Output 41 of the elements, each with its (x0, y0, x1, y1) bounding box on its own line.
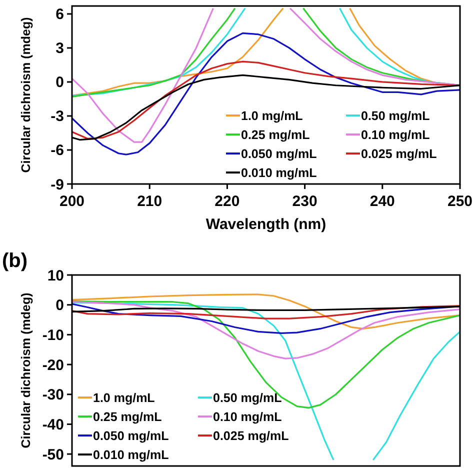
x-tick-label: 200 (59, 193, 85, 210)
legend-label: 0.10 mg/mL (361, 128, 430, 142)
y-tick-label: -3 (50, 108, 64, 126)
legend-label: 0.025 mg/mL (361, 146, 438, 161)
y-tick-label: 0 (56, 74, 64, 92)
y-tick-label: -40 (42, 416, 64, 434)
legend-label: 0.10 mg/mL (213, 410, 282, 424)
y-tick-label: -10 (42, 326, 64, 344)
y-axis-title: Circular dichroism (mdeg) (19, 292, 33, 448)
legend-label: 0.50 mg/mL (361, 108, 430, 123)
y-tick-label: -9 (50, 176, 64, 194)
legend-label: 0.25 mg/mL (93, 410, 162, 424)
x-tick-label: 240 (370, 193, 395, 210)
legend-label: 0.050 mg/mL (93, 428, 170, 443)
y-tick-label: 3 (56, 40, 64, 58)
y-tick-label: -30 (42, 386, 64, 404)
y-tick-label: -50 (42, 446, 64, 464)
x-axis-title: Wavelength (nm) (206, 216, 326, 233)
legend-label: 1.0 mg/mL (93, 390, 156, 405)
legend-label: 1.0 mg/mL (241, 108, 304, 123)
line-series (72, 304, 460, 320)
x-tick-label: 230 (292, 193, 318, 210)
legend-label: 0.010 mg/mL (93, 448, 170, 462)
line-series (72, 294, 460, 330)
legend-label: 0.50 mg/mL (213, 390, 282, 405)
legend-label: 0.25 mg/mL (241, 128, 310, 142)
legend-label: 0.010 mg/mL (241, 166, 318, 180)
y-tick-label: 6 (56, 6, 64, 24)
legend-label: 0.050 mg/mL (241, 146, 318, 161)
x-tick-label: 250 (447, 193, 473, 210)
y-axis-title: Circular dichroism (mdeg) (19, 17, 33, 173)
y-tick-label: 0 (56, 297, 64, 314)
legend-label: 0.025 mg/mL (213, 428, 290, 443)
y-tick-label: -20 (42, 356, 64, 374)
y-tick-label: -6 (50, 142, 64, 160)
text: (b) (2, 250, 28, 272)
x-tick-label: 220 (214, 193, 240, 210)
y-tick-label: 10 (47, 267, 64, 284)
line-series (72, 301, 460, 360)
line-series (72, 300, 460, 409)
x-tick-label: 210 (137, 193, 162, 210)
